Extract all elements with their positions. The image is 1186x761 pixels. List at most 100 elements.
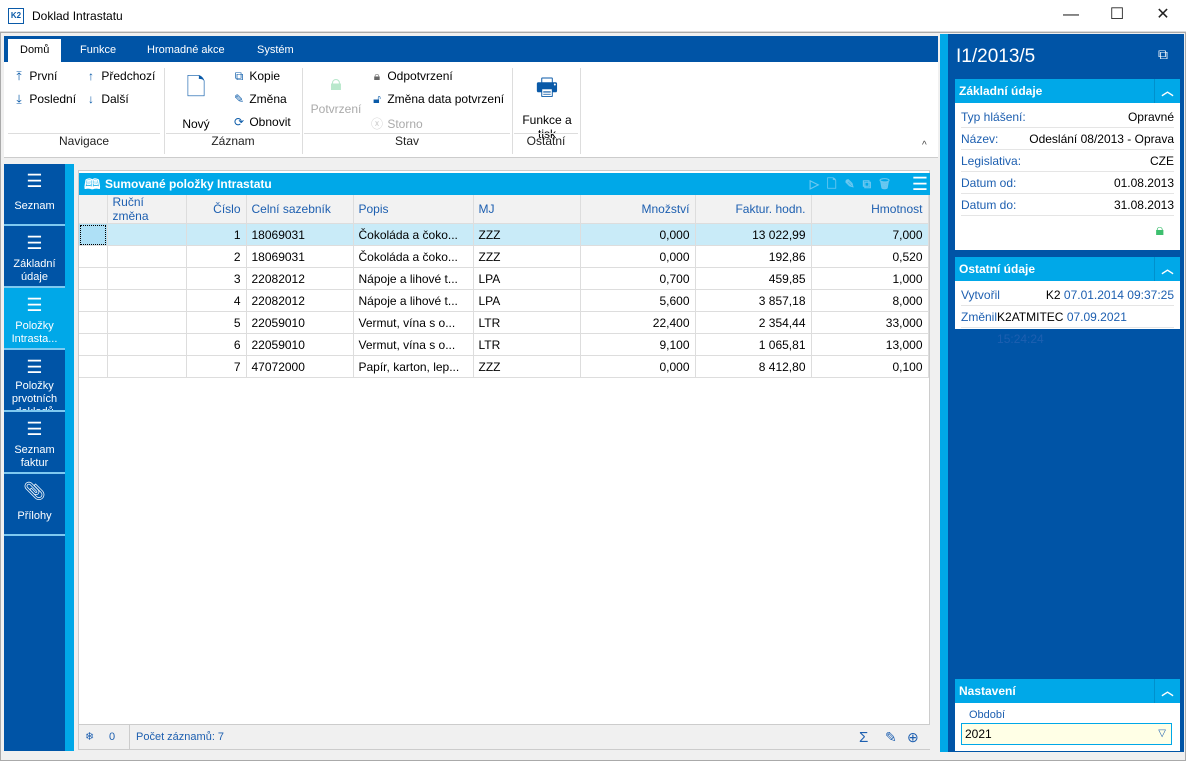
col-faktur-hodn[interactable]: Faktur. hodn. <box>695 195 812 224</box>
table-row[interactable]: 2 18069031 Čokoláda a čoko... ZZZ 0,000 192,8… <box>79 245 929 268</box>
nav-polozky-intrastatu[interactable]: ☰ Položky Intrasta... <box>4 288 65 350</box>
nav-seznam-faktur[interactable]: ☰ Seznam faktur <box>4 412 65 474</box>
field-row: Typ hlášení: Opravné <box>961 106 1174 128</box>
table-row[interactable]: 7 47072000 Papír, karton, lep... ZZZ 0,000 8 … <box>79 355 929 378</box>
popout-icon[interactable]: ⧉ <box>1158 46 1168 62</box>
period-select[interactable]: 2021 ▽ <box>961 723 1172 745</box>
chevron-up-icon[interactable]: ︿ <box>1154 79 1180 103</box>
table-row[interactable]: 1 18069031 Čokoláda a čoko... ZZZ 0,000 13 02… <box>79 223 929 246</box>
field-label: Název: <box>961 132 999 146</box>
first-button[interactable]: ⤒ První <box>12 69 57 84</box>
lock-icon: 🔒︎ <box>330 70 342 95</box>
book-icon: 🕮 <box>84 176 101 192</box>
col-rucni-zmena[interactable]: Ruční změna <box>107 195 187 224</box>
nav-zakladni-udaje[interactable]: ☰ Základní údaje <box>4 226 65 288</box>
table-row[interactable]: 6 22059010 Vermut, vína s o... LTR 9,100 1 06… <box>79 333 929 356</box>
cancel-button[interactable]: ⓧ Storno <box>370 115 423 132</box>
confirm-label: Potvrzení <box>310 102 362 116</box>
sum-icon[interactable]: Σ <box>859 729 869 746</box>
table-cell: Vermut, vína s o... <box>353 333 474 356</box>
table-cell <box>79 333 108 356</box>
confirm-button[interactable]: 🔒︎ Potvrzení <box>308 70 364 116</box>
col-select[interactable] <box>79 195 108 224</box>
tab-system[interactable]: Systém <box>257 44 294 56</box>
list-icon: ☰ <box>26 171 43 191</box>
copy-button[interactable]: ⧉ Kopie <box>232 69 280 84</box>
col-popis[interactable]: Popis <box>353 195 474 224</box>
filter-icon[interactable]: ❄ <box>85 731 95 743</box>
filter-count: 0 <box>109 731 116 743</box>
paperclip-icon: 📎︎ <box>23 481 46 501</box>
created-at: 07.01.2014 09:37:25 <box>1063 288 1174 302</box>
refresh-button[interactable]: ⟳ Obnovit <box>232 115 291 129</box>
chevron-up-icon[interactable]: ︿ <box>1154 679 1180 703</box>
previous-button[interactable]: ↑ Předchozí <box>84 69 155 83</box>
table-cell: 22082012 <box>246 267 354 290</box>
group-navigace-label: Navigace <box>58 134 110 148</box>
divider <box>302 68 303 154</box>
table-cell: Vermut, vína s o... <box>353 311 474 334</box>
printer-icon: 🖶 <box>535 74 559 101</box>
field-row: Legislativa: CZE <box>961 150 1174 172</box>
table-cell: 0,000 <box>580 355 696 378</box>
nav-polozky-prvotnich-dokladu[interactable]: ☰ Položky prvotních dokladů <box>4 350 65 412</box>
tab-hromadne-akce[interactable]: Hromadné akce <box>147 44 225 56</box>
unlock-icon: 🔓︎ <box>373 92 381 106</box>
nav-seznam[interactable]: ☰ Seznam <box>4 164 65 226</box>
divider <box>580 68 581 154</box>
table-cell <box>107 311 187 334</box>
changed-label: Změnil <box>961 310 998 324</box>
table-cell: 0,100 <box>811 355 929 378</box>
created-label: Vytvořil <box>961 288 1000 302</box>
section-nastaveni: Nastavení ︿ Období 2021 ▽ <box>955 679 1180 751</box>
table-cell: 8 412,80 <box>695 355 812 378</box>
unconfirm-button[interactable]: 🔒︎ Odpotvrzení <box>370 69 453 84</box>
table-cell: 8,000 <box>811 289 929 312</box>
edit-button[interactable]: ✎ Změna <box>232 92 287 106</box>
period-label: Období <box>969 709 1006 721</box>
tab-domu[interactable]: Domů <box>8 39 62 62</box>
print-label: Funkce a tisk <box>522 113 572 141</box>
tab-funkce[interactable]: Funkce <box>80 44 117 56</box>
table-cell <box>79 311 108 334</box>
nav-prilohy[interactable]: 📎︎ Přílohy <box>4 474 65 536</box>
field-value: CZE <box>1150 154 1174 168</box>
table-row[interactable]: 5 22059010 Vermut, vína s o... LTR 22,400 2 3… <box>79 311 929 334</box>
table-cell: 1,000 <box>811 267 929 290</box>
section-zakladni-udaje: Základní údaje ︿ Typ hlášení: Opravné Název… <box>955 79 1180 250</box>
table-row[interactable]: 4 22082012 Nápoje a lihové t... LPA 5,600 3 8… <box>79 289 929 312</box>
change-date-button[interactable]: 🔓︎ Změna data potvrzení <box>370 92 504 107</box>
last-label: Poslední <box>29 92 77 106</box>
next-button[interactable]: ↓ Další <box>84 92 129 106</box>
table-cell: 4 <box>186 289 247 312</box>
table-cell: ZZZ <box>473 223 581 246</box>
col-hmotnost[interactable]: Hmotnost <box>811 195 929 224</box>
table-cell <box>107 223 187 246</box>
table-cell <box>107 355 187 378</box>
edit-icon[interactable]: ✎ <box>885 729 897 745</box>
col-mj[interactable]: MJ <box>473 195 581 224</box>
left-nav-strip <box>65 164 74 751</box>
chevron-up-icon[interactable]: ︿ <box>1154 257 1180 281</box>
grid-title: Sumované položky Intrastatu <box>105 177 272 191</box>
cancel-circle-icon: ⓧ <box>370 117 383 131</box>
maximize-button[interactable]: ☐ <box>1109 6 1125 23</box>
divider <box>164 68 165 154</box>
section-header: Ostatní údaje ︿ <box>955 257 1180 281</box>
last-button[interactable]: ⤓ Poslední <box>12 92 76 107</box>
close-button[interactable]: ✕ <box>1156 6 1170 23</box>
col-mnozstvi[interactable]: Množství <box>580 195 696 224</box>
new-button[interactable]: 🗋 Nový <box>176 70 216 131</box>
collapse-ribbon-icon[interactable]: ^ <box>922 140 927 151</box>
minimize-button[interactable]: — <box>1063 6 1079 23</box>
app-logo: K2 <box>8 8 24 24</box>
print-button[interactable]: 🖶 Funkce a tisk <box>516 70 578 141</box>
grid-menu-icon[interactable]: ☰ <box>911 174 928 194</box>
table-row[interactable]: 3 22082012 Nápoje a lihové t... LPA 0,700 459… <box>79 267 929 290</box>
table-cell: 7 <box>186 355 247 378</box>
table-cell: 0,000 <box>580 223 696 246</box>
col-celni-sazebnik[interactable]: Celní sazebník <box>246 195 354 224</box>
add-record-icon[interactable]: ⊕ <box>907 729 919 745</box>
col-cislo[interactable]: Číslo <box>186 195 247 224</box>
panel-splitter[interactable] <box>940 34 948 752</box>
